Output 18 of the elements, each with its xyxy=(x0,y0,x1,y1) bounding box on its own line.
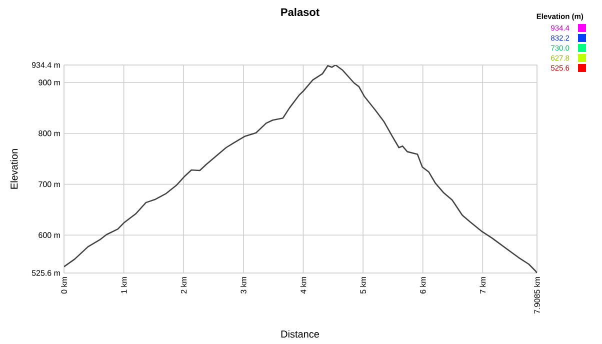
y-tick-label: 600 m xyxy=(38,232,60,238)
y-tick-label: 900 m xyxy=(38,80,60,86)
x-tick-label: 1 km xyxy=(120,277,127,294)
y-tick-label: 800 m xyxy=(38,130,60,136)
y-tick-label: 525.6 m xyxy=(32,270,60,276)
y-tick-label: 700 m xyxy=(38,181,60,188)
x-tick-label: 5 km xyxy=(360,277,366,294)
x-tick-label: 2 km xyxy=(180,277,187,294)
y-tick-label: 934.4 m xyxy=(32,62,60,68)
x-axis-title: Distance xyxy=(281,330,320,338)
x-tick-label: 4 km xyxy=(300,277,306,294)
x-tick-label: 3 km xyxy=(240,277,246,294)
x-tick-label: 6 km xyxy=(420,277,426,294)
x-tick-label: 7 km xyxy=(480,277,486,294)
x-tick-label: 7.9085 km xyxy=(534,277,540,314)
x-tick-label: 0 km xyxy=(61,277,67,294)
y-axis-title: Elevation xyxy=(10,149,18,189)
chart-title: Palasot xyxy=(281,8,320,16)
